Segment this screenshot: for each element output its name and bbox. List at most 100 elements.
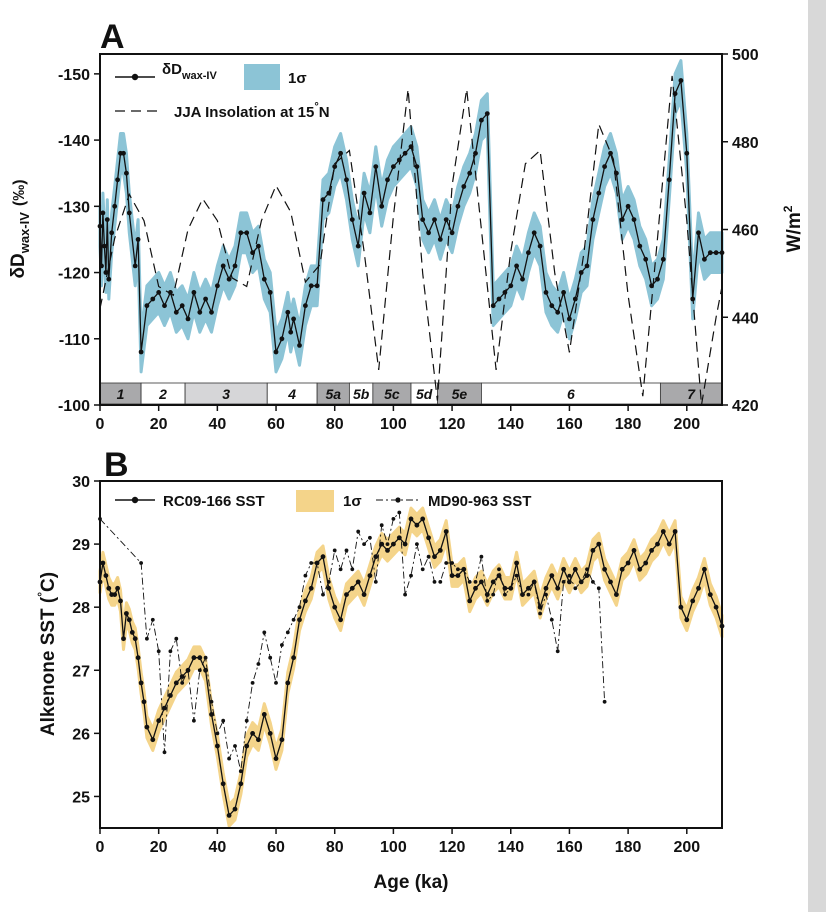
dd-wax-point — [385, 177, 390, 183]
dd-wax-point — [672, 91, 678, 97]
dd-wax-point — [484, 111, 490, 116]
rc09-point — [144, 724, 150, 730]
md90-point — [368, 535, 372, 540]
dd-wax-point — [256, 243, 261, 249]
dd-wax-point — [191, 290, 197, 295]
rc09-point — [584, 573, 590, 578]
rc09-point — [484, 592, 490, 597]
stage-label-5e: 5e — [452, 386, 468, 402]
rc09-point — [385, 548, 390, 553]
dd-wax-point — [455, 203, 461, 209]
md90-point — [503, 592, 507, 597]
md90-point — [197, 668, 202, 673]
rc09-point — [684, 617, 690, 623]
dd-wax-point — [602, 164, 607, 170]
dd-wax-point — [179, 303, 185, 309]
md90-point — [456, 567, 460, 572]
dd-wax-point — [138, 349, 144, 355]
dd-wax-point — [150, 296, 156, 302]
dd-wax-point — [297, 343, 302, 348]
md90-point — [591, 580, 595, 584]
rc09-point — [578, 579, 584, 585]
dd-wax-point — [631, 217, 637, 223]
panel-b-y-axis-label: Alkenone SST (°C) — [35, 572, 59, 736]
dd-wax-point — [584, 263, 590, 269]
dd-wax-point — [420, 217, 426, 223]
dd-wax-point — [132, 263, 138, 269]
md90-point — [291, 617, 296, 622]
dd-wax-point — [267, 290, 273, 295]
rc09-point — [162, 705, 167, 711]
dd-wax-point — [273, 349, 279, 355]
stage-label-5d: 5d — [416, 386, 433, 402]
dd-wax-point — [112, 203, 118, 209]
rc09-point — [112, 592, 118, 597]
dd-wax-point — [109, 230, 115, 236]
md90-point — [362, 542, 366, 546]
rc09-point — [702, 566, 707, 572]
dd-wax-point — [561, 290, 566, 295]
rc09-point — [408, 516, 414, 522]
rc09-point — [285, 680, 291, 686]
dd-wax-point — [232, 263, 238, 269]
panel-a-label: A — [100, 18, 125, 56]
dd-wax-point — [619, 217, 625, 223]
md90-point — [397, 510, 402, 515]
legend-dd-label: δDwax-IV — [162, 61, 217, 82]
md90-point — [221, 718, 226, 723]
rc09-point — [514, 560, 519, 566]
md90-point — [145, 636, 149, 641]
rc09-point — [707, 592, 713, 597]
dd-wax-point — [135, 237, 141, 242]
rc09-point — [625, 560, 631, 566]
x-tick-label-b: 100 — [380, 839, 407, 856]
dd-wax-point — [696, 230, 701, 236]
rc09-point — [631, 548, 637, 553]
md90-point — [415, 542, 419, 546]
stage-label-5c: 5c — [384, 386, 400, 402]
dd-wax-point — [502, 290, 508, 295]
panel-b-axes: 0 20 40 60 80 100 120 140 160 180 200 30 29 28 27 26 25 — [72, 474, 700, 856]
rc09-point — [666, 541, 672, 547]
dd-wax-point — [291, 316, 296, 322]
y-tick-label-b: 26 — [72, 726, 90, 743]
md90-point — [420, 567, 425, 572]
dd-wax-point — [426, 230, 431, 236]
rc09-point — [449, 573, 455, 578]
md90-point — [485, 599, 490, 603]
rc09-point — [490, 579, 496, 585]
rc09-point — [414, 522, 420, 528]
rc09-point — [502, 585, 508, 591]
rc09-point — [602, 566, 607, 572]
dd-wax-point — [355, 243, 361, 249]
md90-point — [602, 699, 607, 704]
dd-wax-point — [338, 150, 343, 156]
stage-label-1: 1 — [117, 386, 125, 402]
rc09-point — [115, 585, 120, 591]
rc09-point — [596, 541, 602, 547]
y-tick-label-b: 30 — [72, 474, 90, 491]
panel-b-frame — [99, 480, 723, 829]
md90-point — [573, 586, 578, 591]
dd-wax-point — [156, 290, 162, 295]
md90-point — [561, 580, 566, 584]
dd-wax-point — [408, 144, 414, 150]
rc09-point — [572, 566, 578, 572]
rc09-point — [273, 756, 279, 761]
rc09-point — [232, 806, 238, 812]
rc09-point — [590, 548, 596, 553]
md90-point — [526, 592, 531, 597]
legend-md90-label: MD90-963 SST — [428, 493, 531, 510]
dd-wax-point — [531, 230, 537, 236]
stage-label-2: 2 — [158, 386, 167, 402]
dd-wax-point — [226, 276, 232, 282]
rc09-point — [141, 699, 147, 705]
md90-point — [280, 643, 284, 647]
rc09-point — [203, 667, 209, 673]
rc09-point — [543, 585, 549, 591]
rc09-point — [614, 592, 619, 597]
y-tick-label-left-a: -100 — [58, 398, 90, 415]
rc09-point — [103, 573, 109, 578]
panel-a-axes: 0 20 40 60 80 100 120 140 160 180 200 -150 -140 -130 -… — [58, 47, 759, 433]
md90-point — [174, 636, 179, 641]
